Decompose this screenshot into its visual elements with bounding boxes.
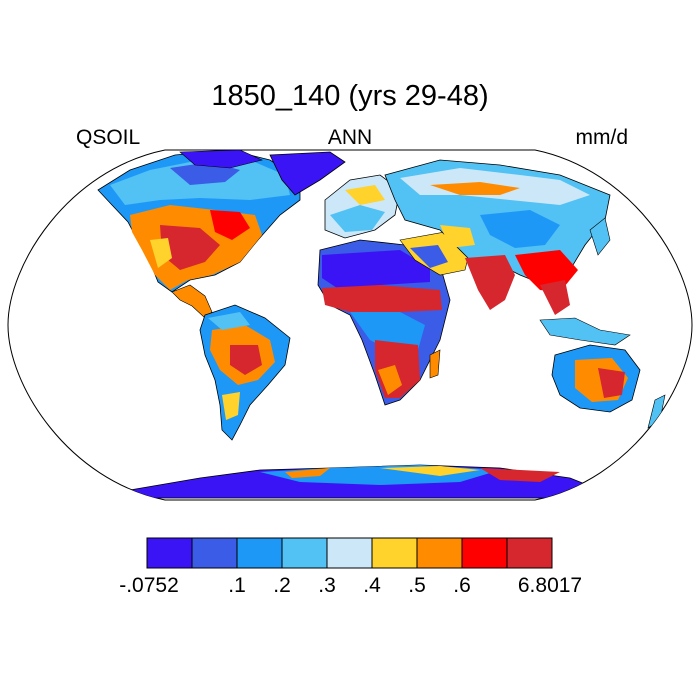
colorbar-swatch (236, 537, 283, 569)
land-india (465, 255, 515, 310)
colorbar-swatch (506, 537, 553, 569)
map-title: 1850_140 (yrs 29-48) (211, 80, 489, 112)
colorbar-swatch (191, 537, 238, 569)
units-label: mm/d (575, 126, 629, 149)
colorbar-tick-label: -.0752 (119, 574, 179, 597)
colorbar-swatch (371, 537, 418, 569)
colorbar-tick-label: .4 (363, 574, 381, 597)
land-data-layer (79, 150, 666, 499)
colorbar-swatch (461, 537, 508, 569)
land-greenland (269, 151, 346, 196)
variable-label: QSOIL (76, 126, 141, 149)
colorbar-tick-label: 6.8017 (517, 574, 583, 597)
land-indonesia (539, 317, 631, 346)
land-arctic-islands (179, 150, 263, 169)
colorbar-swatch (416, 537, 463, 569)
colorbar-swatch (146, 537, 193, 569)
land-madagascar (429, 349, 441, 379)
land-japan (589, 217, 611, 256)
colorbar-swatch (281, 537, 328, 569)
colorbar-tick-label: .2 (273, 574, 291, 597)
colorbar-tick-label: .3 (318, 574, 336, 597)
colorbar-tick-label: .5 (408, 574, 426, 597)
colorbar-swatch (326, 537, 373, 569)
season-label: ANN (327, 126, 373, 149)
colorbar-tick-label: .1 (228, 574, 246, 597)
colorbar (146, 537, 553, 569)
colorbar-tick-label: .6 (453, 574, 471, 597)
